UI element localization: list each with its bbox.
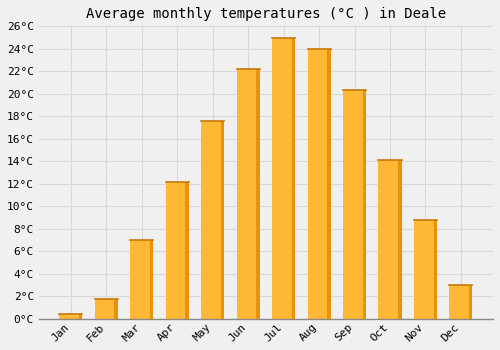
Bar	[378, 160, 402, 319]
Bar	[362, 90, 366, 319]
Title: Average monthly temperatures (°C ) in Deale: Average monthly temperatures (°C ) in De…	[86, 7, 446, 21]
Bar	[236, 69, 260, 319]
Bar	[272, 37, 295, 319]
Bar	[434, 220, 437, 319]
Bar	[60, 314, 82, 319]
Bar	[414, 220, 437, 319]
Bar	[150, 240, 154, 319]
Bar	[450, 285, 472, 319]
Bar	[79, 314, 82, 319]
Bar	[201, 121, 224, 319]
Bar	[469, 285, 472, 319]
Bar	[221, 121, 224, 319]
Bar	[95, 299, 118, 319]
Bar	[186, 182, 189, 319]
Bar	[343, 90, 366, 319]
Bar	[292, 37, 295, 319]
Bar	[166, 182, 189, 319]
Bar	[398, 160, 402, 319]
Bar	[327, 49, 330, 319]
Bar	[256, 69, 260, 319]
Bar	[308, 49, 330, 319]
Bar	[130, 240, 154, 319]
Bar	[114, 299, 118, 319]
